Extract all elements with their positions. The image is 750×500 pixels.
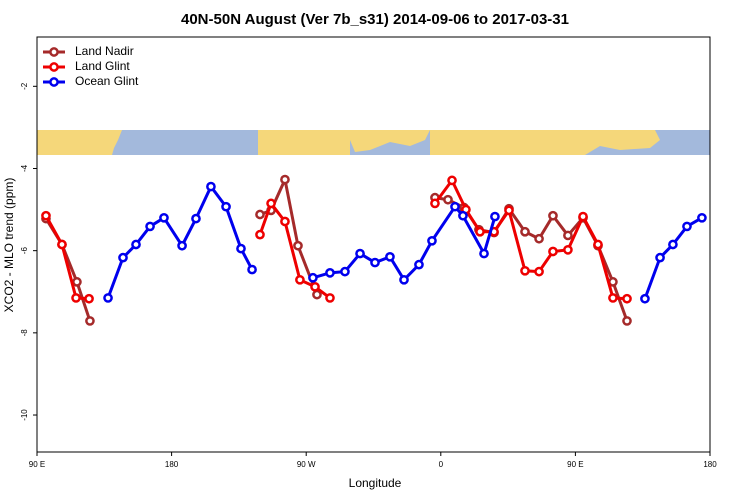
point [255, 209, 265, 220]
point [308, 272, 318, 283]
legend-label: Land Nadir [75, 44, 134, 58]
point [295, 274, 305, 285]
point [280, 174, 290, 185]
point [131, 239, 141, 250]
y-tick-label: -10 [20, 409, 29, 421]
point [593, 239, 603, 250]
point [370, 257, 380, 268]
point [622, 316, 632, 326]
point [159, 212, 169, 223]
point [385, 251, 395, 262]
point [655, 252, 665, 263]
point [340, 266, 350, 277]
map-strip [37, 130, 710, 155]
point [57, 239, 67, 250]
point [697, 212, 707, 223]
point [668, 239, 678, 250]
point [118, 252, 128, 263]
point [325, 268, 335, 278]
y-axis-label: XCO2 - MLO trend (ppm) [2, 178, 16, 313]
x-tick-label: 0 [439, 460, 444, 469]
y-tick-label: -2 [20, 82, 29, 90]
point [443, 194, 453, 205]
y-tick-label: -6 [20, 247, 29, 255]
chart-title: 40N-50N August (Ver 7b_s31) 2014-09-06 t… [181, 11, 569, 28]
point [520, 265, 530, 276]
x-axis-label: Longitude [349, 476, 402, 490]
point [85, 316, 95, 326]
point [280, 216, 290, 227]
point [490, 211, 500, 222]
legend-label: Land Glint [75, 59, 130, 73]
point [548, 210, 558, 221]
point [520, 226, 530, 237]
point [608, 293, 618, 303]
point [450, 201, 460, 212]
point [266, 198, 276, 209]
point [414, 259, 424, 270]
legend-label: Ocean Glint [75, 74, 139, 88]
point [103, 293, 113, 303]
x-tick-label: 90 W [297, 460, 316, 469]
y-tick-label: -4 [20, 164, 29, 172]
legend-marker [49, 47, 59, 57]
point [534, 233, 544, 244]
point [145, 221, 155, 232]
point [312, 289, 322, 300]
y-tick-label: -8 [20, 329, 29, 337]
point [479, 248, 489, 259]
point [622, 293, 632, 304]
point [563, 244, 573, 255]
plot-frame [36, 36, 711, 453]
point [682, 221, 692, 232]
legend-marker [49, 77, 59, 87]
point [430, 198, 440, 209]
point [534, 266, 544, 277]
point [548, 246, 558, 257]
point [206, 181, 216, 192]
point [355, 248, 365, 259]
point [71, 293, 81, 303]
point [293, 240, 303, 251]
point [221, 201, 231, 212]
point [475, 226, 485, 237]
point [640, 293, 650, 304]
point [399, 274, 409, 285]
x-tick-label: 90 E [29, 460, 45, 469]
point [427, 235, 437, 246]
legend-marker [49, 62, 59, 72]
x-tick-label: 180 [703, 460, 717, 469]
point [72, 277, 82, 287]
point [191, 213, 201, 224]
point [247, 264, 257, 275]
point [504, 205, 514, 216]
point [255, 229, 265, 240]
point [41, 210, 51, 221]
point [84, 293, 94, 304]
point [310, 281, 320, 292]
point [325, 293, 335, 303]
x-tick-label: 90 E [567, 460, 583, 469]
point [563, 230, 573, 241]
point [458, 210, 468, 221]
series-line [44, 174, 629, 322]
x-tick-label: 180 [165, 460, 179, 469]
point [236, 243, 246, 254]
point [177, 240, 187, 251]
point [578, 211, 588, 222]
point [447, 175, 457, 186]
